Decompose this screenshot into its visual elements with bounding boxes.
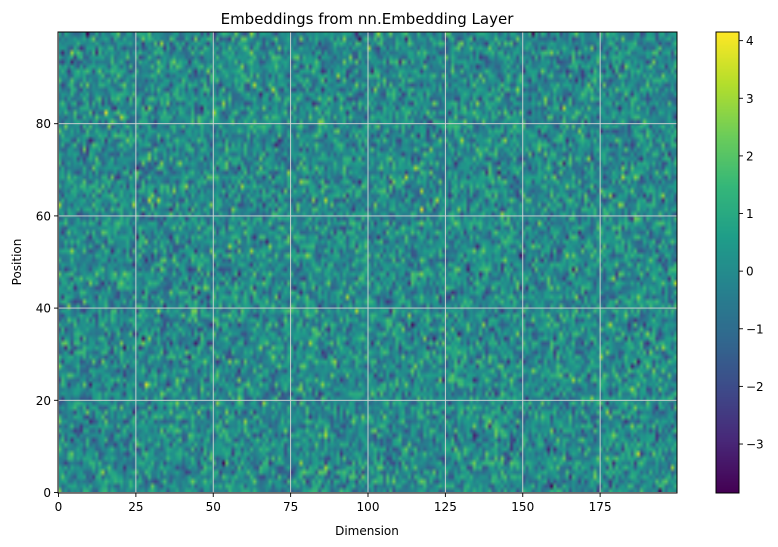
- y-tick-label: 0: [43, 486, 51, 500]
- x-tick-label: 75: [283, 500, 298, 514]
- y-tick-label: 60: [36, 209, 51, 223]
- x-tick-label: 125: [434, 500, 457, 514]
- colorbar: −3 −2 −1 0 1 2 3 4: [715, 31, 764, 494]
- x-tick-label: 175: [589, 500, 612, 514]
- x-tick-label: 150: [511, 500, 534, 514]
- x-tick-label: 50: [206, 500, 221, 514]
- y-tick-label: 20: [36, 394, 51, 408]
- colorbar-tick-label: −1: [746, 322, 764, 336]
- colorbar-tick-label: 2: [746, 149, 754, 163]
- colorbar-tick-label: 0: [746, 265, 754, 279]
- x-tick-label: 25: [128, 500, 143, 514]
- colorbar-tick-label: −2: [746, 380, 764, 394]
- colorbar-ticks: −3 −2 −1 0 1 2 3 4: [739, 34, 764, 452]
- heatmap-plot-area: [57, 31, 678, 494]
- colorbar-tick-label: 3: [746, 92, 754, 106]
- y-axis-label: Position: [10, 239, 24, 286]
- colorbar-tick-label: 1: [746, 207, 754, 221]
- y-tick-label: 80: [36, 117, 51, 131]
- y-tick-label: 40: [36, 302, 51, 316]
- x-axis: 0 25 50 75 100 125 150 175: [55, 493, 612, 514]
- heatmap-image: [58, 32, 677, 493]
- y-axis: 0 20 40 60 80: [36, 117, 58, 500]
- colorbar-tick-label: −3: [746, 438, 764, 452]
- x-tick-label: 0: [55, 500, 63, 514]
- plot-frame: [57, 31, 678, 494]
- x-tick-label: 100: [357, 500, 380, 514]
- x-axis-label: Dimension: [335, 524, 399, 538]
- colorbar-tick-label: 4: [746, 34, 754, 48]
- colorbar-frame: [715, 31, 740, 494]
- colorbar-gradient: [716, 32, 739, 493]
- grid-lines: [58, 32, 677, 493]
- chart-title: Embeddings from nn.Embedding Layer: [221, 10, 515, 28]
